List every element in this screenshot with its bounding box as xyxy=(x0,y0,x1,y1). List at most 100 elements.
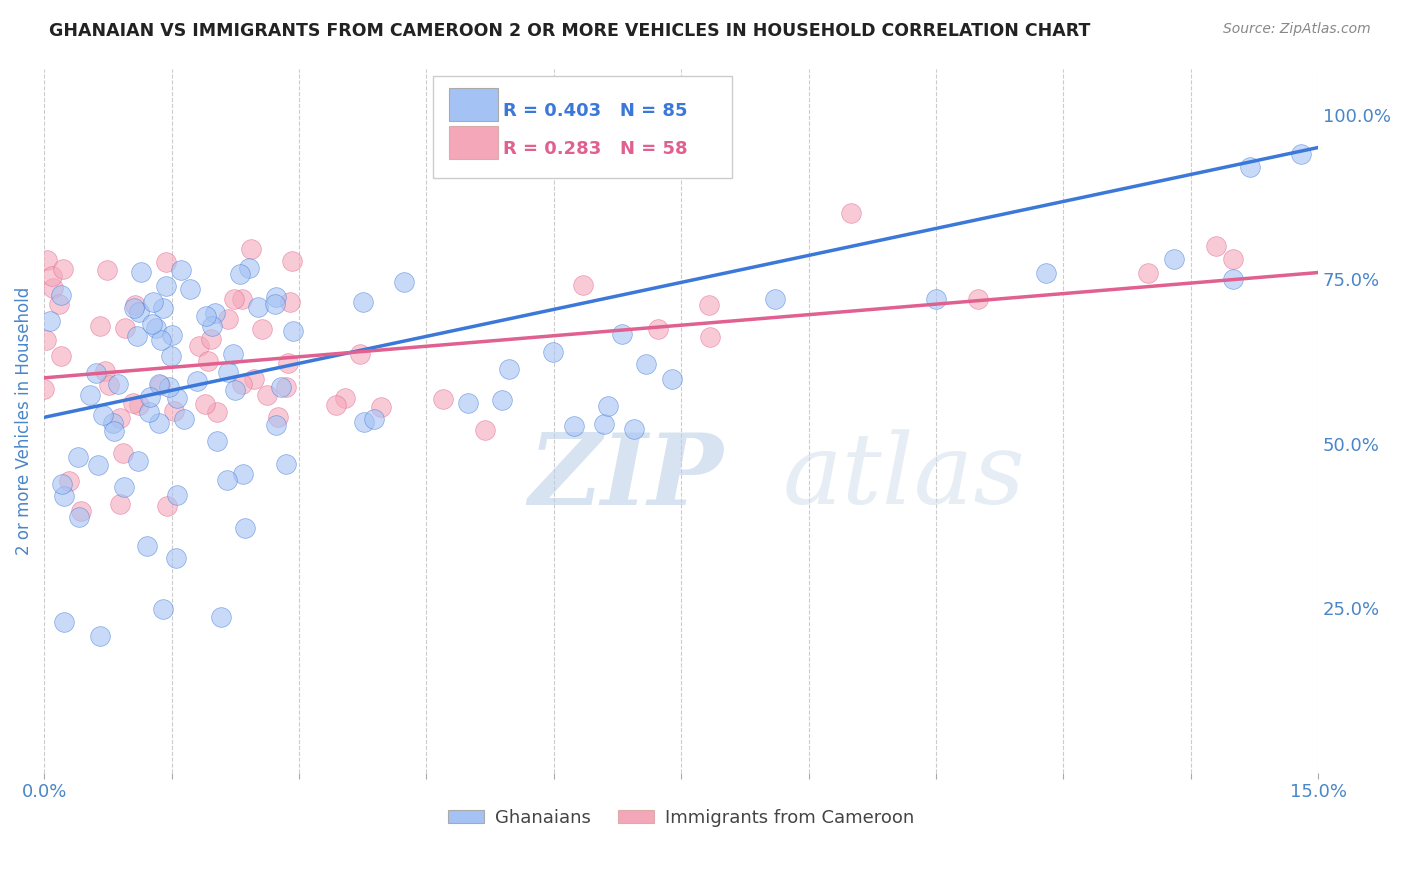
Point xyxy=(41,268,63,283)
Point xyxy=(179,282,201,296)
Point xyxy=(231,292,253,306)
Point xyxy=(592,417,614,431)
Point xyxy=(136,539,159,553)
Point xyxy=(363,411,385,425)
Point xyxy=(224,293,246,307)
Point xyxy=(229,267,252,281)
FancyBboxPatch shape xyxy=(450,126,498,160)
Point xyxy=(35,333,58,347)
Point xyxy=(636,357,658,371)
Point xyxy=(166,550,188,565)
Point xyxy=(49,349,72,363)
Point xyxy=(152,601,174,615)
Point xyxy=(1222,272,1244,286)
Point xyxy=(157,380,180,394)
Point xyxy=(145,321,167,335)
Point xyxy=(274,380,297,394)
Point xyxy=(67,510,90,524)
Point xyxy=(207,405,229,419)
Point xyxy=(155,279,177,293)
Point xyxy=(267,410,290,425)
Point xyxy=(217,365,239,379)
Point xyxy=(87,458,110,473)
Point xyxy=(967,292,990,306)
Point xyxy=(35,252,58,267)
Point xyxy=(127,329,149,343)
Point xyxy=(541,344,564,359)
Point xyxy=(264,297,287,311)
Point xyxy=(108,497,131,511)
Point xyxy=(204,306,226,320)
Point xyxy=(352,295,374,310)
Point xyxy=(1239,160,1261,174)
Text: Source: ZipAtlas.com: Source: ZipAtlas.com xyxy=(1223,22,1371,37)
Point xyxy=(96,262,118,277)
Point xyxy=(205,434,228,448)
Point xyxy=(349,347,371,361)
Point xyxy=(763,292,786,306)
Point xyxy=(699,297,721,311)
Point xyxy=(246,300,269,314)
Point xyxy=(138,405,160,419)
Point xyxy=(562,419,585,434)
Point xyxy=(166,488,188,502)
Point xyxy=(623,422,645,436)
Point xyxy=(278,295,301,310)
Point xyxy=(98,378,121,392)
Point xyxy=(141,317,163,331)
Point xyxy=(156,500,179,514)
Point xyxy=(122,301,145,315)
Point xyxy=(139,390,162,404)
Text: GHANAIAN VS IMMIGRANTS FROM CAMEROON 2 OR MORE VEHICLES IN HOUSEHOLD CORRELATION: GHANAIAN VS IMMIGRANTS FROM CAMEROON 2 O… xyxy=(49,22,1091,40)
FancyBboxPatch shape xyxy=(433,76,733,178)
Point xyxy=(148,376,170,391)
Point xyxy=(231,376,253,391)
Point xyxy=(201,319,224,334)
Point xyxy=(596,399,619,413)
FancyBboxPatch shape xyxy=(450,87,498,121)
Legend: Ghanaians, Immigrants from Cameroon: Ghanaians, Immigrants from Cameroon xyxy=(441,802,921,834)
Point xyxy=(127,454,149,468)
Point xyxy=(52,262,75,277)
Point xyxy=(128,305,150,319)
Point xyxy=(233,521,256,535)
Point xyxy=(79,388,101,402)
Point xyxy=(51,476,73,491)
Point xyxy=(129,265,152,279)
Point xyxy=(572,278,595,293)
Point xyxy=(173,412,195,426)
Point xyxy=(188,339,211,353)
Point xyxy=(49,288,72,302)
Text: atlas: atlas xyxy=(783,429,1026,524)
Point xyxy=(925,292,948,306)
Point xyxy=(211,609,233,624)
Point xyxy=(112,445,135,459)
Point xyxy=(194,309,217,323)
Point xyxy=(121,395,143,409)
Point xyxy=(152,301,174,315)
Point xyxy=(150,333,173,347)
Point xyxy=(32,382,55,396)
Point xyxy=(142,294,165,309)
Point xyxy=(661,371,683,385)
Text: ZIP: ZIP xyxy=(529,429,723,525)
Point xyxy=(101,416,124,430)
Text: R = 0.403   N = 85: R = 0.403 N = 85 xyxy=(503,102,688,120)
Point xyxy=(1205,239,1227,253)
Point xyxy=(222,347,245,361)
Point xyxy=(149,378,172,392)
Point xyxy=(224,383,246,397)
Point xyxy=(124,298,146,312)
Point xyxy=(217,473,239,487)
Point xyxy=(243,372,266,386)
Point xyxy=(91,408,114,422)
Point xyxy=(166,391,188,405)
Point xyxy=(1289,147,1312,161)
Point xyxy=(353,415,375,429)
Y-axis label: 2 or more Vehicles in Household: 2 or more Vehicles in Household xyxy=(15,286,32,555)
Point xyxy=(264,290,287,304)
Point xyxy=(155,255,177,269)
Point xyxy=(107,377,129,392)
Point xyxy=(647,322,669,336)
Point xyxy=(1222,252,1244,267)
